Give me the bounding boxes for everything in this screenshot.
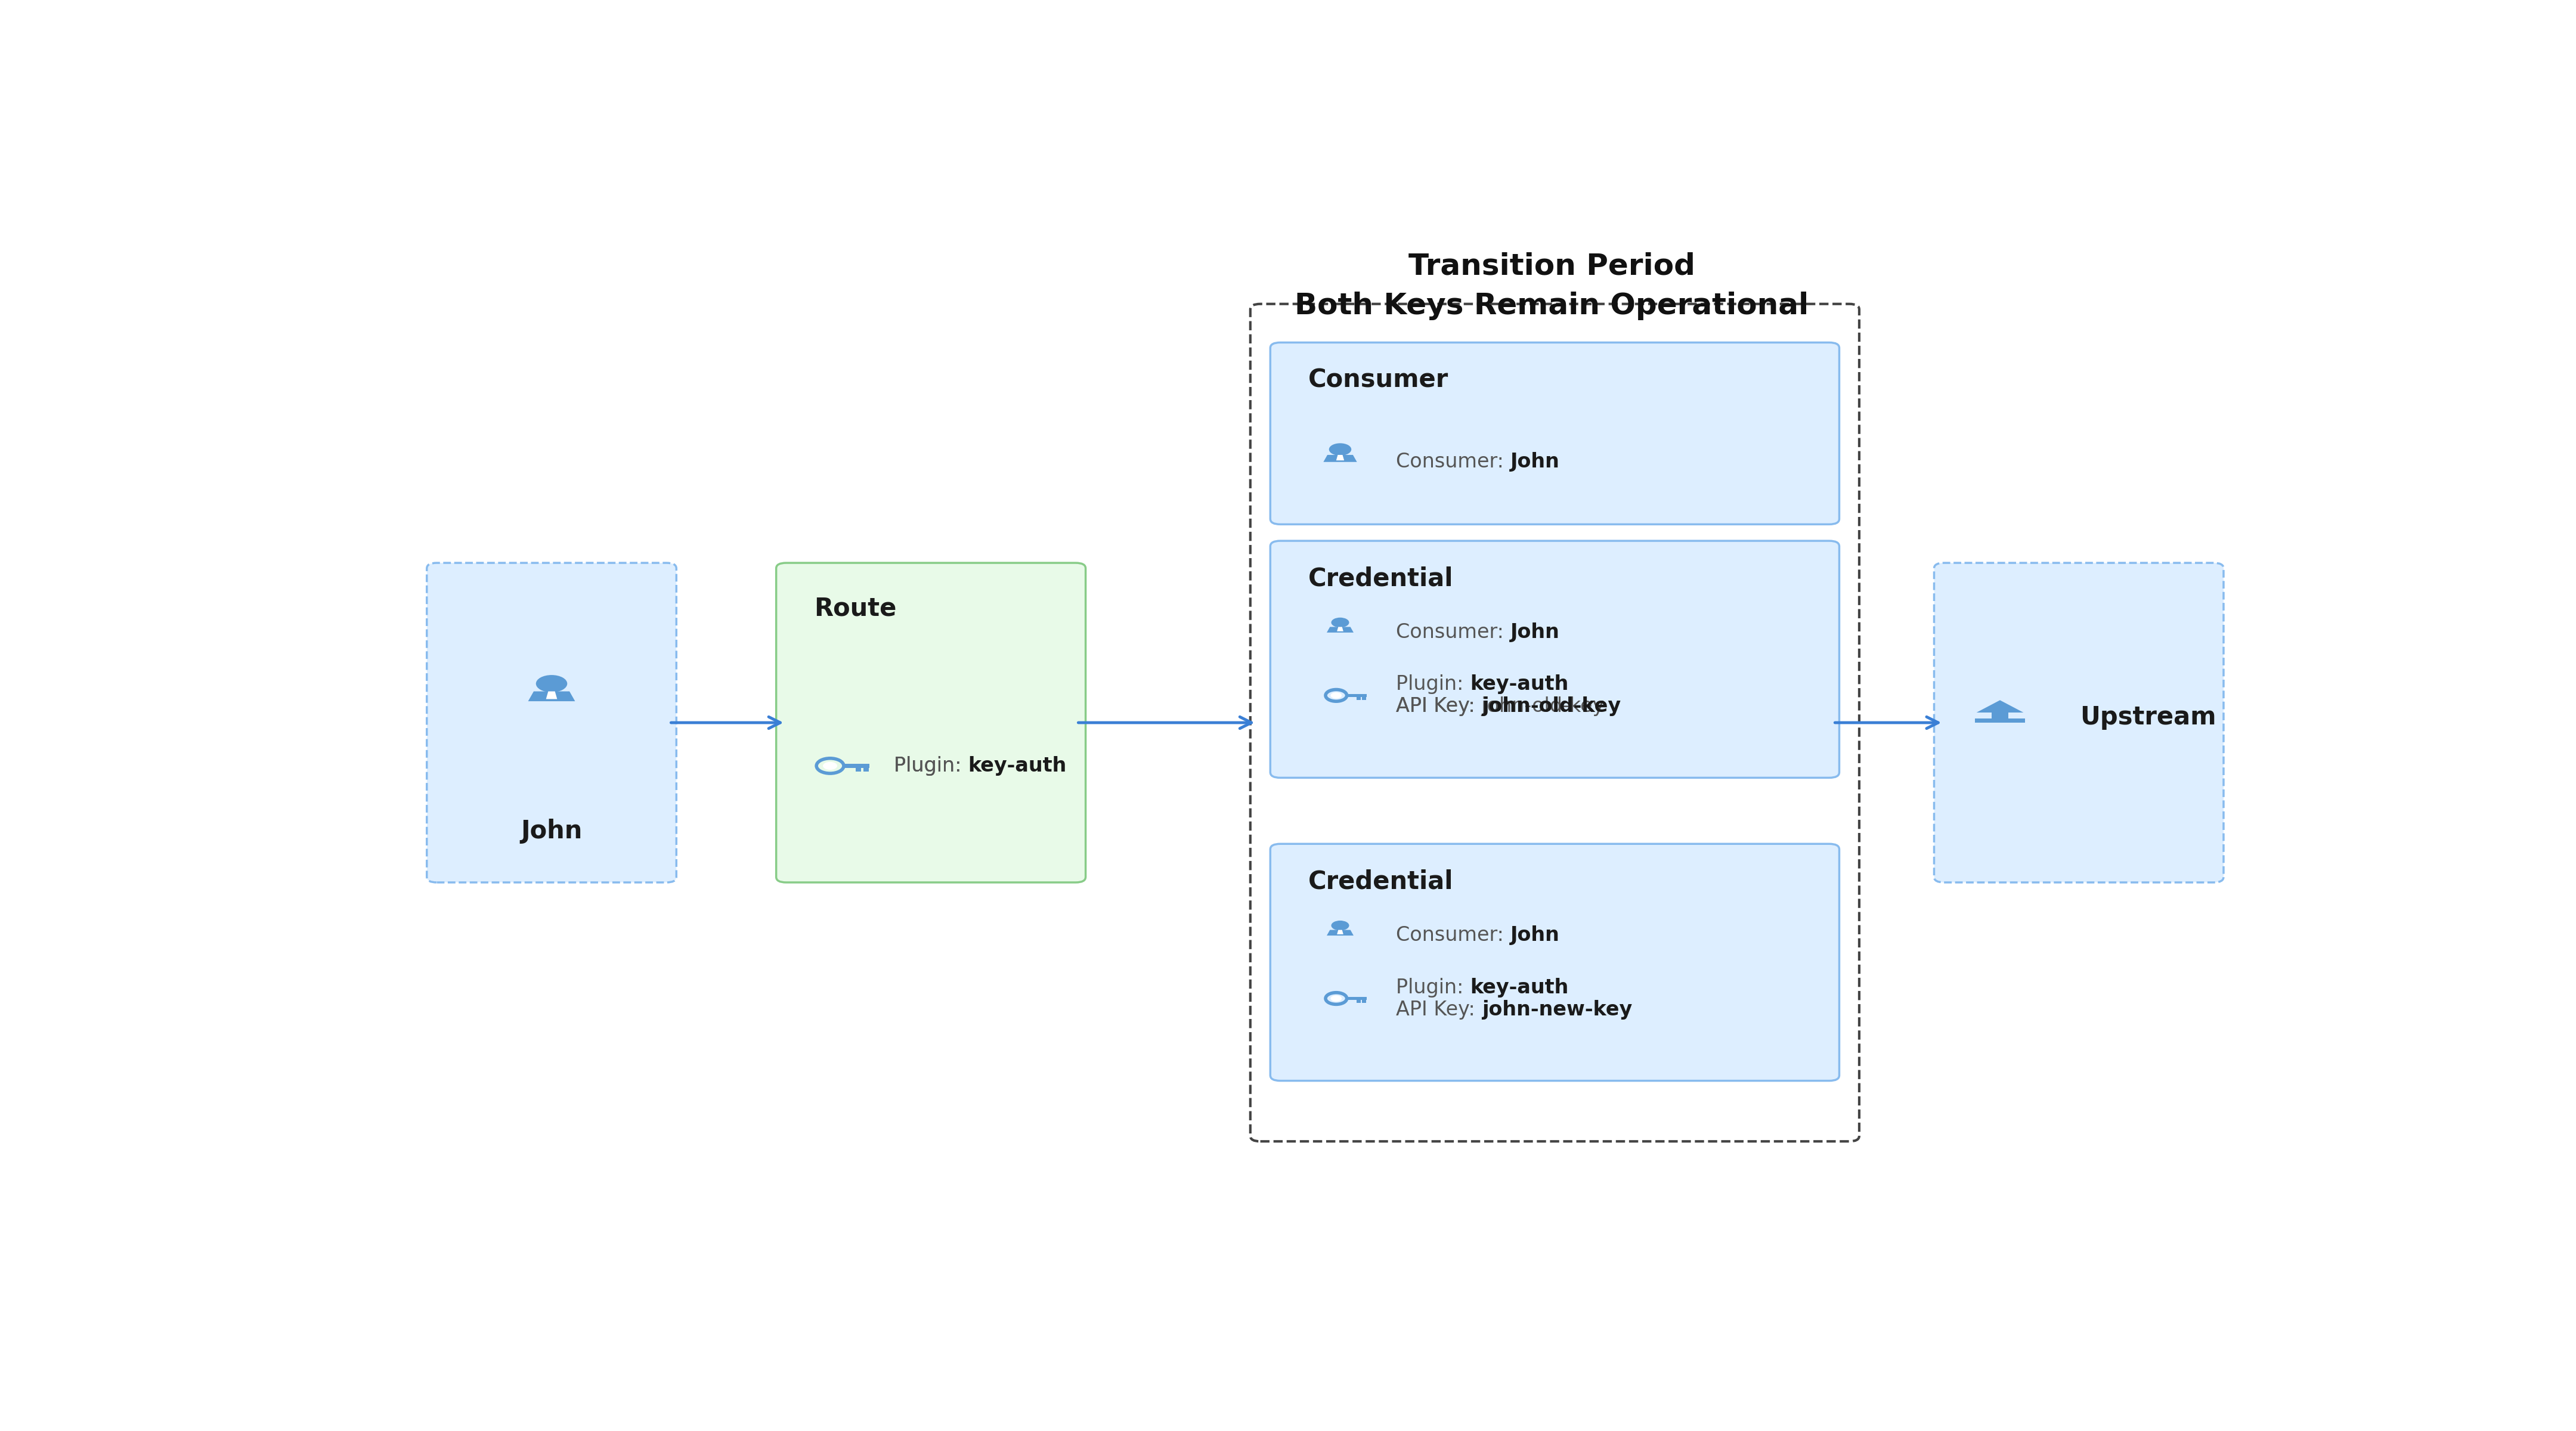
FancyBboxPatch shape [1270, 844, 1839, 1080]
Bar [1991, 711, 2009, 718]
Polygon shape [1337, 930, 1342, 934]
Text: Consumer:: Consumer: [1396, 452, 1510, 471]
Bar [1358, 697, 1360, 700]
Text: Plugin:: Plugin: [1396, 977, 1471, 997]
FancyBboxPatch shape [775, 562, 1084, 883]
Circle shape [536, 675, 567, 693]
Text: Credential: Credential [1309, 869, 1453, 894]
Text: API Key: john-old-key: API Key: john-old-key [1396, 697, 1605, 717]
Text: Upstream: Upstream [2079, 704, 2215, 730]
Text: key-auth: key-auth [1471, 674, 1569, 694]
Text: Plugin:: Plugin: [894, 756, 969, 776]
Text: Plugin:: Plugin: [894, 756, 969, 776]
Polygon shape [1327, 627, 1352, 633]
Text: John: John [520, 819, 582, 844]
Text: Consumer:: Consumer: [1396, 926, 1510, 944]
Text: Credential: Credential [1309, 567, 1453, 591]
Text: API Key:: API Key: [1396, 1000, 1481, 1019]
Text: key-auth: key-auth [969, 756, 1066, 776]
Circle shape [1329, 444, 1352, 455]
Text: Consumer: Consumer [1309, 368, 1448, 394]
Text: Transition Period
Both Keys Remain Operational: Transition Period Both Keys Remain Opera… [1296, 252, 1808, 321]
Circle shape [1332, 693, 1342, 698]
Text: John: John [1510, 452, 1558, 471]
Polygon shape [528, 691, 574, 701]
Text: Consumer:: Consumer: [1396, 622, 1510, 643]
Polygon shape [546, 691, 556, 700]
Polygon shape [1337, 627, 1342, 631]
Polygon shape [1327, 930, 1352, 936]
Text: key-auth: key-auth [1471, 977, 1569, 997]
Polygon shape [1324, 455, 1358, 462]
Bar [1363, 697, 1365, 700]
Bar [855, 768, 860, 771]
Text: John: John [1510, 926, 1558, 944]
Circle shape [1332, 618, 1350, 627]
FancyBboxPatch shape [1270, 342, 1839, 524]
Bar [1358, 1000, 1360, 1003]
Text: Route: Route [814, 595, 896, 621]
Text: Plugin:: Plugin: [1396, 674, 1471, 694]
Polygon shape [1337, 455, 1345, 461]
Circle shape [1332, 996, 1342, 1002]
Text: john-new-key: john-new-key [1481, 1000, 1633, 1019]
Bar [1345, 694, 1368, 697]
FancyBboxPatch shape [1935, 562, 2223, 883]
Circle shape [1332, 920, 1350, 930]
Bar [863, 768, 868, 771]
Text: API Key:: API Key: [1396, 697, 1481, 717]
Bar [1345, 997, 1368, 1000]
Bar [842, 764, 871, 768]
FancyBboxPatch shape [1270, 541, 1839, 778]
Bar [1363, 1000, 1365, 1003]
FancyBboxPatch shape [428, 562, 677, 883]
Polygon shape [1976, 700, 2025, 713]
Text: john-old-key: john-old-key [1481, 697, 1620, 717]
Bar [1976, 718, 2025, 723]
Circle shape [822, 761, 837, 770]
Text: John: John [1510, 622, 1558, 643]
